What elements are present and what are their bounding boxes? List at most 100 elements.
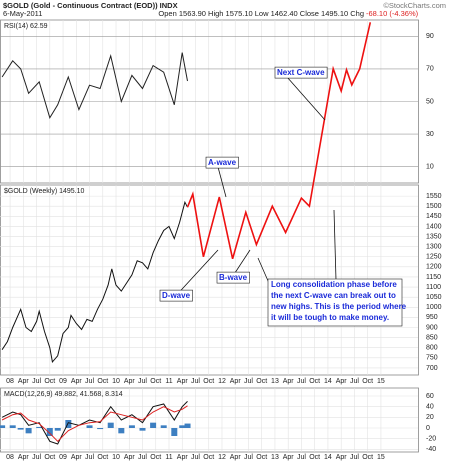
y-tick-label: 70: [426, 66, 434, 73]
histogram-bar: [118, 428, 125, 434]
y-tick-label: 950: [426, 314, 438, 321]
histogram-bar: [86, 425, 93, 428]
histogram-bar: [150, 422, 157, 428]
annotation-box: [274, 66, 328, 79]
price-line: [1, 52, 188, 120]
y-tick-label: 1300: [426, 243, 442, 250]
histogram-bar: [171, 428, 178, 436]
x-tick-label: Oct: [44, 454, 55, 461]
histogram-bar: [0, 425, 6, 428]
annotation-box: [216, 271, 250, 284]
y-tick-label: 10: [426, 164, 434, 171]
y-tick-label: 750: [426, 355, 438, 362]
signal-line: [1, 405, 188, 443]
y-tick-label: 900: [426, 324, 438, 331]
x-tick-label: 10: [112, 378, 120, 385]
histogram-bar: [25, 428, 32, 434]
x-tick-label: 09: [59, 454, 67, 461]
y-tick-label: 1550: [426, 193, 442, 200]
arrow: [286, 76, 326, 121]
x-tick-label: Oct: [44, 378, 55, 385]
x-tick-label: Apr: [124, 378, 136, 385]
projection-line: [186, 22, 372, 260]
y-tick-label: 1200: [426, 264, 442, 271]
histogram-bar: [107, 422, 114, 428]
x-tick-label: Apr: [336, 454, 348, 461]
x-tick-label: Apr: [71, 454, 83, 461]
x-tick-label: Jul: [138, 378, 147, 385]
y-tick-label: 1050: [426, 294, 442, 301]
x-tick-label: 09: [59, 378, 67, 385]
histogram-bar: [160, 425, 167, 428]
y-tick-label: 1150: [426, 274, 441, 281]
y-tick-label: 700: [426, 365, 438, 372]
y-tick-label: 1500: [426, 203, 442, 210]
annotation: Next C-wave: [277, 68, 325, 77]
x-tick-label: Jul: [32, 454, 41, 461]
y-tick-label: 1350: [426, 233, 442, 240]
x-tick-label: 13: [271, 378, 279, 385]
x-tick-label: 12: [218, 454, 226, 461]
x-tick-label: 14: [324, 454, 332, 461]
x-tick-label: Jul: [191, 378, 200, 385]
histogram-bar: [54, 428, 61, 431]
annotation: A-wave: [208, 158, 237, 167]
arrow: [333, 209, 337, 281]
x-tick-label: Oct: [256, 454, 267, 461]
histogram-bar: [17, 428, 24, 430]
x-tick-label: 11: [165, 378, 172, 385]
x-tick-label: Oct: [150, 454, 161, 461]
histogram-bar: [65, 420, 72, 428]
x-tick-label: Jul: [244, 378, 253, 385]
x-tick-label: Oct: [203, 454, 214, 461]
x-tick-label: Apr: [71, 378, 83, 385]
x-tick-label: Oct: [150, 378, 161, 385]
x-tick-label: Jul: [297, 378, 306, 385]
y-tick-label: 800: [426, 345, 438, 352]
y-tick-label: 0: [426, 425, 430, 432]
y-tick-label: -20: [426, 436, 436, 443]
histogram-bar: [179, 425, 186, 428]
panel-title: MACD(12,26,9) 49.882, 41.568, 8.314: [4, 391, 123, 398]
y-tick-label: 50: [426, 98, 434, 105]
y-tick-label: 40: [426, 404, 434, 411]
x-tick-label: Apr: [230, 378, 242, 385]
annotation-box: [159, 289, 193, 302]
x-tick-label: Jul: [32, 378, 41, 385]
x-tick-label: Apr: [283, 454, 295, 461]
histogram-bar: [128, 425, 135, 428]
annotation: D-wave: [162, 291, 191, 300]
x-tick-label: Oct: [309, 454, 320, 461]
date: 6-May-2011: [3, 9, 42, 18]
y-tick-label: 1000: [426, 304, 442, 311]
x-tick-label: Oct: [362, 454, 373, 461]
y-tick-label: 60: [426, 393, 434, 400]
annotation-box: [205, 156, 239, 169]
x-tick-label: 08: [6, 454, 14, 461]
y-tick-label: 20: [426, 414, 434, 421]
y-tick-label: 1250: [426, 254, 442, 261]
y-tick-label: 1400: [426, 223, 442, 230]
x-tick-label: Oct: [97, 454, 108, 461]
note-box: [267, 278, 403, 327]
macd-line: [1, 401, 188, 445]
y-tick-label: 850: [426, 334, 438, 341]
x-tick-label: Oct: [309, 378, 320, 385]
y-tick-label: 30: [426, 131, 434, 138]
histogram-bar: [36, 426, 43, 428]
arrow: [217, 166, 227, 198]
x-tick-label: Jul: [138, 454, 147, 461]
histogram-bar: [139, 428, 146, 431]
x-tick-label: Oct: [203, 378, 214, 385]
x-tick-label: Jul: [244, 454, 253, 461]
x-tick-label: Jul: [350, 378, 359, 385]
x-tick-label: 13: [271, 454, 279, 461]
note-line: it will be tough to make money.: [271, 313, 389, 322]
x-tick-label: Oct: [362, 378, 373, 385]
panel-title: RSI(14) 62.59: [4, 23, 48, 30]
y-tick-label: 1100: [426, 284, 441, 291]
change: -68.10 (-4.36%): [366, 9, 419, 18]
x-tick-label: 12: [218, 378, 226, 385]
histogram-bar: [46, 428, 53, 436]
